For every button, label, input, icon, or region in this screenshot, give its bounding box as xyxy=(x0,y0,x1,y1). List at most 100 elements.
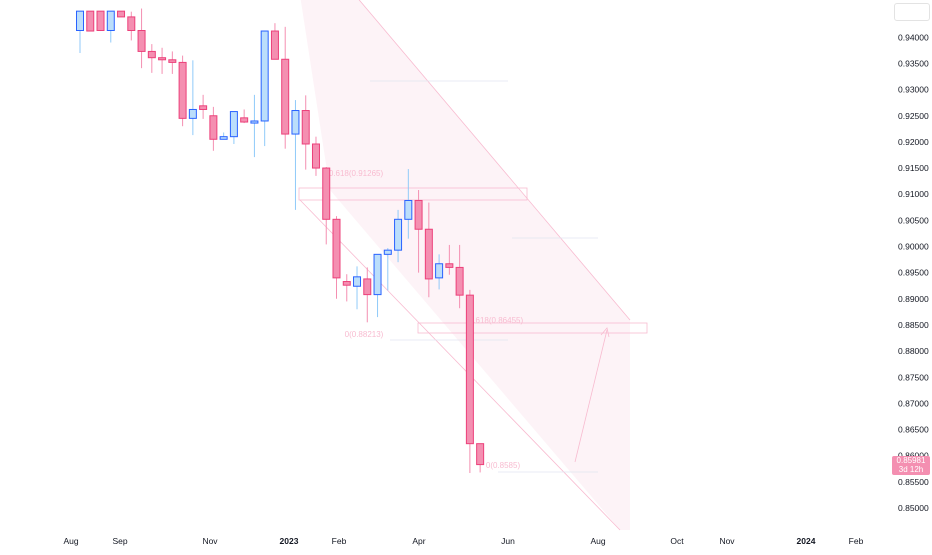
candle xyxy=(199,94,208,119)
candle xyxy=(476,443,485,473)
candle-body xyxy=(137,30,146,52)
candle xyxy=(270,23,279,60)
y-tick-label: 0.90500 xyxy=(898,215,929,225)
candle-body xyxy=(476,443,485,466)
candle xyxy=(373,253,382,318)
candle-body xyxy=(353,276,362,287)
channel-lower-line xyxy=(299,199,621,531)
channel-fill xyxy=(300,0,630,530)
candle xyxy=(342,274,351,302)
y-tick-label: 0.92000 xyxy=(898,137,929,147)
settings-button[interactable] xyxy=(894,3,930,21)
candle-body xyxy=(240,117,249,123)
candle-body xyxy=(404,199,413,220)
y-tick-label: 0.85500 xyxy=(898,477,929,487)
candle xyxy=(404,169,413,239)
candle-body xyxy=(260,30,269,122)
candle-body xyxy=(117,10,126,18)
last-price-value: 0.85981 xyxy=(896,456,926,465)
candle xyxy=(229,111,238,144)
candle xyxy=(363,267,372,323)
candle-body xyxy=(383,249,392,255)
fib-levels: 0.618(0.91265) 0.618(0.86455) 0(0.8585) … xyxy=(298,80,648,473)
candle xyxy=(291,100,300,210)
candle xyxy=(353,266,362,310)
candle xyxy=(178,55,187,127)
last-price-tag: 0.85981 3d 12h xyxy=(892,456,930,475)
candle-body xyxy=(342,281,351,286)
bar-countdown: 3d 12h xyxy=(898,465,924,474)
projection-arrowhead xyxy=(600,327,610,338)
x-tick-label: Sep xyxy=(112,536,127,546)
candle xyxy=(188,60,197,136)
fib-label-1: 0.618(0.91265) xyxy=(329,169,384,178)
candle-body xyxy=(291,110,300,135)
y-tick-label: 0.89000 xyxy=(898,294,929,304)
candle xyxy=(76,10,84,53)
x-tick-label: Nov xyxy=(202,536,218,546)
y-tick-label: 0.86500 xyxy=(898,425,929,435)
fib-box-2 xyxy=(417,322,648,334)
x-tick-label: Jun xyxy=(501,536,515,546)
candle-body xyxy=(127,16,136,32)
candle-body xyxy=(301,110,310,145)
candle xyxy=(260,30,269,147)
candle-body xyxy=(106,10,115,32)
candle xyxy=(281,26,290,149)
candle xyxy=(219,132,228,140)
candle-body xyxy=(373,253,382,296)
x-tick-label: Nov xyxy=(719,536,735,546)
candle xyxy=(137,8,146,69)
fib-label-3: 0(0.8585) xyxy=(486,461,521,470)
candle xyxy=(332,216,341,299)
candle-body xyxy=(229,111,238,138)
y-tick-label: 0.87500 xyxy=(898,372,929,382)
candles xyxy=(76,8,485,473)
y-tick-label: 0.94000 xyxy=(898,32,929,42)
candle xyxy=(445,244,454,275)
x-tick-label: Feb xyxy=(849,536,864,546)
y-tick-label: 0.93000 xyxy=(898,85,929,95)
y-tick-label: 0.91500 xyxy=(898,163,929,173)
candle xyxy=(322,167,331,245)
candle xyxy=(168,51,177,74)
candle xyxy=(301,95,310,170)
candle xyxy=(424,202,433,298)
y-tick-label: 0.92500 xyxy=(898,111,929,121)
candle xyxy=(158,47,167,74)
candle-body xyxy=(96,10,105,32)
y-tick-label: 0.88500 xyxy=(898,320,929,330)
fib-label-2: 0.618(0.86455) xyxy=(469,316,524,325)
candle-body xyxy=(250,120,259,124)
candle-body xyxy=(86,10,95,32)
candle xyxy=(86,10,95,32)
y-tick-label: 0.91000 xyxy=(898,189,929,199)
x-axis: Aug Sep Nov 2023 Feb Apr Jun Aug Oct Nov 2024 Feb xyxy=(63,536,863,546)
candle-body xyxy=(219,136,228,140)
candle xyxy=(455,244,464,309)
projection-arrow xyxy=(574,329,608,463)
candle-body xyxy=(445,263,454,268)
candle-body xyxy=(394,218,403,251)
x-tick-label: 2023 xyxy=(280,536,299,546)
y-tick-label: 0.87000 xyxy=(898,398,929,408)
candle-body xyxy=(270,30,279,60)
candle xyxy=(394,209,403,263)
candle xyxy=(127,11,136,41)
x-tick-label: Apr xyxy=(412,536,425,546)
channel-upper-line xyxy=(358,0,631,321)
candle-body xyxy=(322,167,331,220)
candle-body xyxy=(209,115,218,140)
candle xyxy=(311,136,320,176)
candle-body xyxy=(178,61,187,119)
y-tick-label: 0.93500 xyxy=(898,58,929,68)
x-tick-label: Aug xyxy=(590,536,605,546)
x-tick-label: Oct xyxy=(670,536,684,546)
candle-body xyxy=(199,105,208,110)
candle xyxy=(147,44,156,73)
y-tick-label: 0.88000 xyxy=(898,346,929,356)
candle-body xyxy=(455,266,464,296)
candle-body xyxy=(311,143,320,169)
